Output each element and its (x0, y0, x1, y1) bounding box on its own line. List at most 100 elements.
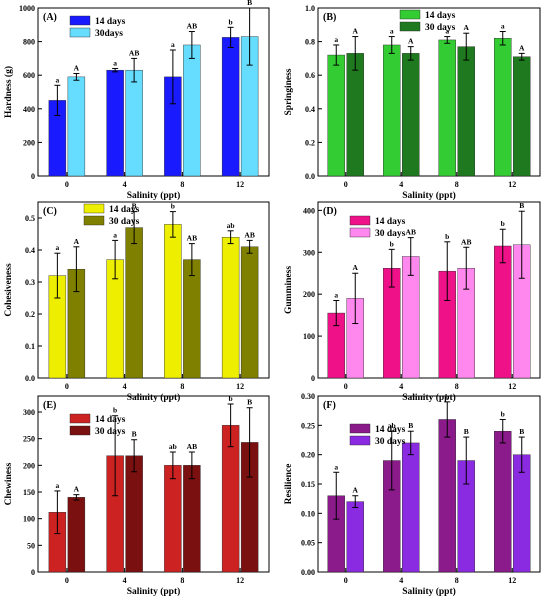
significance-label: AB (187, 22, 197, 31)
x-tick-label: 4 (123, 576, 127, 585)
y-tick-label: 0.3 (25, 278, 35, 287)
legend-swatch (83, 215, 105, 226)
y-axis-title: Resilience (284, 464, 294, 505)
y-tick-label: 150 (23, 488, 35, 497)
x-tick-label: 4 (123, 180, 127, 189)
legend: 14 days 30days (69, 15, 126, 39)
legend-label: 30 days (375, 437, 406, 447)
legend-label: 14 days (375, 425, 406, 435)
y-tick-label: 0.30 (301, 392, 315, 401)
significance-label: A (353, 486, 359, 495)
significance-label: B (132, 430, 137, 439)
y-tick-label: 0.4 (305, 105, 315, 114)
legend-swatch (349, 435, 371, 446)
y-tick-label: 50 (27, 541, 35, 550)
bar (494, 431, 512, 573)
significance-label: b (113, 406, 117, 415)
x-axis-title: Salinity (ppt) (127, 190, 181, 201)
y-tick-label: 0.00 (301, 568, 315, 577)
x-tick-label: 4 (399, 382, 403, 391)
legend: 14 days 30 days (83, 203, 140, 227)
bar (125, 69, 143, 177)
legend-swatch (69, 27, 91, 38)
y-tick-label: 0.1 (25, 342, 35, 351)
legend-label: 14 days (425, 11, 456, 21)
legend-swatch (69, 425, 91, 436)
y-tick-label: 1.0 (305, 4, 315, 13)
legend: 14 days 30 days (349, 423, 406, 447)
y-tick-label: 250 (23, 435, 35, 444)
legend-label: 14 days (95, 415, 126, 425)
x-tick-label: 8 (455, 576, 459, 585)
panel-e: 0 50 100 150 200 250 300 0 a A 4 b B 8 ab AB 12 b B Salinit… (4, 394, 270, 596)
y-tick-label: 100 (303, 332, 315, 341)
significance-label: a (171, 40, 175, 49)
x-tick-label: 12 (236, 576, 244, 585)
y-axis-title: Cohesiveness (4, 263, 14, 317)
x-tick-label: 8 (455, 382, 459, 391)
y-tick-label: 400 (303, 206, 315, 215)
x-tick-label: 4 (123, 382, 127, 391)
plot-frame (317, 7, 541, 177)
bar (240, 246, 259, 379)
significance-label: b (229, 17, 233, 26)
x-tick-label: 0 (65, 576, 69, 585)
significance-label: b (229, 394, 233, 403)
x-tick-label: 8 (180, 180, 184, 189)
bar (327, 54, 345, 177)
x-tick-label: 0 (344, 576, 348, 585)
significance-label: B (247, 0, 252, 7)
plot-frame (37, 395, 270, 573)
y-tick-label: 0.2 (25, 310, 35, 319)
y-tick-label: 0.25 (301, 421, 315, 430)
y-axis-title: Chewiness (4, 462, 14, 505)
significance-label: A (353, 27, 359, 36)
panel-label: (C) (43, 206, 57, 217)
y-tick-label: 0 (311, 374, 315, 383)
bar (513, 56, 531, 177)
x-axis-title: Salinity (ppt) (402, 586, 456, 596)
panel-label: (E) (43, 400, 56, 411)
significance-label: AB (461, 237, 471, 246)
legend-label: 14 days (375, 217, 406, 227)
x-tick-label: 8 (455, 180, 459, 189)
y-tick-label: 300 (23, 408, 35, 417)
significance-label: A (353, 263, 359, 272)
y-tick-label: 0.0 (305, 172, 315, 181)
bar (183, 259, 201, 379)
bar (106, 69, 124, 177)
x-axis-title: Salinity (ppt) (402, 392, 456, 403)
significance-label: a (445, 27, 449, 36)
legend-swatch (399, 9, 421, 20)
legend: 14 days 30 days (69, 413, 126, 437)
x-axis-title: Salinity (ppt) (127, 392, 181, 403)
plot-frame (37, 7, 270, 177)
legend-label: 14 days (109, 205, 140, 215)
legend-swatch (399, 21, 421, 32)
bar (183, 44, 201, 177)
bar (125, 227, 143, 379)
y-axis-title: Hardness (g) (3, 66, 14, 118)
bar (438, 39, 456, 177)
significance-label: B (519, 427, 524, 436)
legend-swatch (349, 227, 371, 238)
bar (164, 224, 182, 379)
y-tick-label: 200 (303, 290, 315, 299)
y-tick-label: 0.05 (301, 539, 315, 548)
x-tick-label: 8 (180, 576, 184, 585)
bar (67, 76, 86, 177)
bar (494, 38, 512, 177)
bar (494, 245, 512, 379)
legend-label: 30 days (425, 23, 456, 33)
bar (346, 53, 364, 177)
significance-label: AB (187, 234, 197, 243)
x-tick-label: 12 (508, 576, 516, 585)
x-tick-label: 8 (180, 382, 184, 391)
legend-swatch (83, 203, 105, 214)
y-tick-label: 0.2 (305, 138, 315, 147)
x-tick-label: 12 (508, 180, 516, 189)
significance-label: AB (187, 442, 197, 451)
significance-label: ab (227, 221, 235, 230)
significance-label: B (408, 421, 413, 430)
